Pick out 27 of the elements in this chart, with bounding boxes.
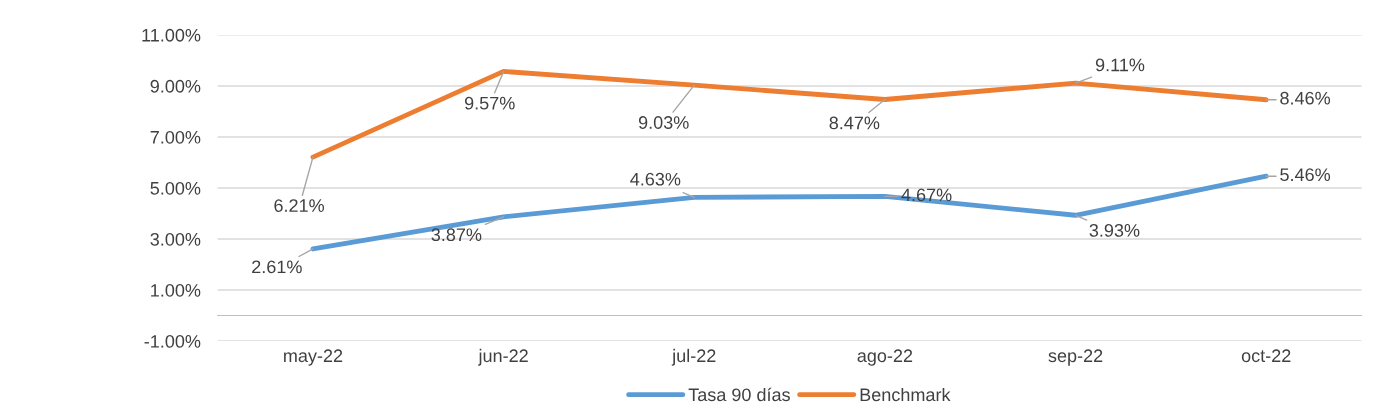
y-tick-label: 7.00%: [150, 130, 201, 144]
data-label: 3.93%: [1089, 224, 1140, 237]
x-tick-label: jun-22: [478, 348, 528, 366]
legend-label: Benchmark: [860, 387, 951, 402]
data-label: 9.03%: [638, 116, 689, 129]
data-label: 8.46%: [1280, 91, 1331, 105]
data-label: 9.57%: [464, 96, 515, 110]
data-label: 8.47%: [829, 116, 880, 130]
y-tick-label: 5.00%: [150, 181, 201, 195]
y-tick-label: 1.00%: [151, 283, 201, 297]
y-tick-label: 9.00%: [150, 79, 201, 93]
x-tick-label: sep-22: [1048, 349, 1103, 366]
x-tick-label: oct-22: [1241, 349, 1291, 363]
x-tick-label: jul-22: [671, 348, 716, 366]
y-tick-label: 11.00%: [142, 28, 201, 42]
x-tick-label: may-22: [284, 349, 343, 366]
legend-label: Tasa 90 días: [688, 387, 790, 402]
data-label: 5.46%: [1280, 168, 1331, 182]
data-label: 9.11%: [1095, 58, 1145, 72]
x-tick-label: ago-22: [857, 349, 913, 366]
y-tick-label: 3.00%: [150, 232, 201, 246]
data-label: 2.61%: [252, 260, 302, 274]
data-label: 6.21%: [274, 199, 325, 212]
data-label: 4.63%: [630, 172, 681, 186]
y-tick-label: -1.00%: [144, 334, 201, 348]
data-label: 3.87%: [431, 228, 482, 242]
data-label: 4.67%: [901, 188, 952, 202]
